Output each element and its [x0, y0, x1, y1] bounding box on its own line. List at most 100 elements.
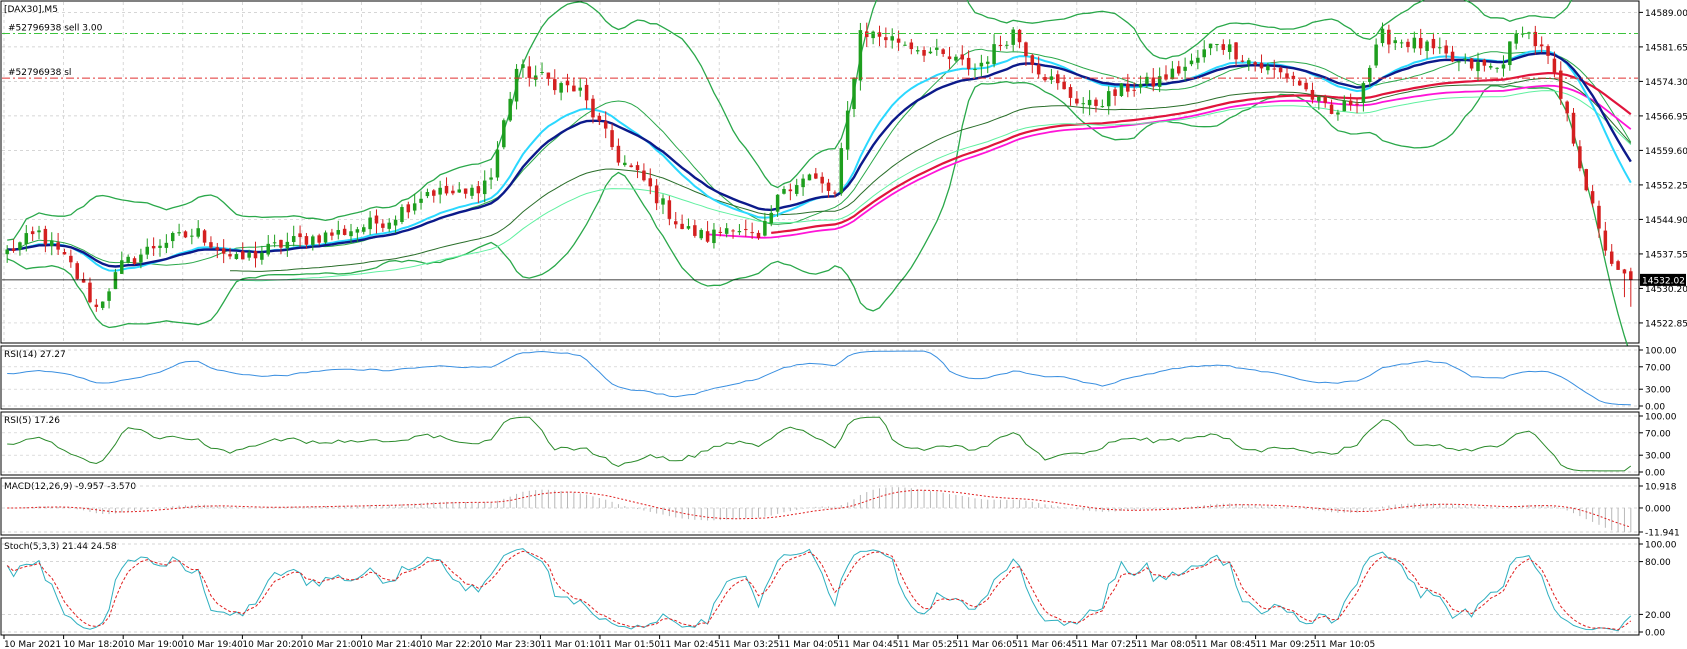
candle-body [393, 219, 398, 226]
candle-body [693, 225, 697, 236]
candle-body [896, 38, 901, 43]
candle-body [648, 178, 653, 187]
bollinger-lower [6, 80, 1632, 357]
candle-body [1469, 58, 1474, 69]
candle-body [909, 42, 914, 50]
candle-body [890, 36, 894, 41]
candle-body [1629, 271, 1633, 280]
candle-body [578, 87, 582, 91]
candle-body [756, 232, 761, 238]
time-tick-label: 10 Mar 20:20 [242, 640, 302, 649]
price-tick-label: 14574.30 [1645, 78, 1687, 88]
candle-body [1488, 66, 1493, 68]
candle-body [1005, 44, 1009, 46]
candle-body [903, 44, 907, 46]
candle-body [1170, 68, 1175, 80]
candle-body [1374, 44, 1378, 66]
candle-body [425, 192, 430, 197]
candle-body [1119, 83, 1124, 97]
candle-body [680, 223, 684, 230]
candle-body [202, 230, 207, 243]
candle-body [928, 51, 933, 54]
candle-body [438, 187, 442, 195]
current-price-marker: 14532.02 [1640, 273, 1686, 286]
candle-body [209, 242, 213, 248]
indicator-tick-label: 0.00 [1645, 629, 1665, 639]
time-tick-label: 10 Mar 21:40 [362, 640, 422, 649]
candle-body [1017, 29, 1022, 43]
candle-body [521, 64, 525, 68]
candle-body [482, 180, 487, 195]
candle-body [1208, 43, 1213, 49]
price-tick-label: 14522.85 [1645, 319, 1687, 329]
candle-body [992, 44, 996, 64]
rsi14-pane: RSI(14) 27.27 100.00 70.00 30.00 0.00 [0, 345, 1677, 413]
candle-body [699, 229, 703, 239]
candle-body [871, 31, 875, 39]
candle-body [1196, 57, 1200, 63]
candle-body [457, 189, 462, 193]
time-tick-label: 11 Mar 01:10 [540, 640, 600, 649]
symbol-label: [DAX30],M5 [4, 5, 58, 15]
candle-body [1355, 103, 1359, 105]
candle-body [782, 188, 786, 194]
candle-body [1514, 33, 1518, 44]
candle-body [724, 228, 729, 234]
candle-body [419, 198, 423, 203]
price-axis[interactable]: 14589.00 14581.65 14574.30 14566.95 14559.60… [1639, 9, 1687, 330]
candle-body [744, 229, 748, 231]
candle-body [877, 32, 882, 37]
time-axis[interactable]: 10 Mar 2021 10 Mar 18:20 10 Mar 19:00 10 Ma… [3, 635, 1375, 649]
candle-body [1100, 106, 1105, 108]
candle-body [1393, 40, 1397, 44]
indicator-tick-label: 0.000 [1645, 504, 1671, 514]
candle-body [1323, 97, 1327, 103]
candle-body [502, 120, 506, 148]
indicator-tick-label: 10.918 [1645, 483, 1677, 493]
time-tick-label: 11 Mar 08:05 [1136, 640, 1196, 649]
candle-body [323, 232, 328, 243]
candle-body [1590, 191, 1595, 204]
candle-body [527, 66, 532, 78]
price-tick-label: 14566.95 [1645, 112, 1687, 122]
macd-pane: MACD(12,26,9) -9.957 -3.570 10.918 0.000 -… [0, 477, 1680, 539]
candle-body [1508, 41, 1512, 66]
candle-body [559, 83, 563, 93]
candle-body [30, 231, 35, 235]
candle-body [737, 230, 742, 233]
candle-body [37, 230, 41, 233]
candle-body [1176, 66, 1181, 74]
candle-body [1571, 112, 1576, 144]
candle-body [1247, 60, 1251, 65]
candle-body [1457, 61, 1461, 63]
candle-body [1380, 28, 1385, 44]
candle-body [24, 233, 29, 245]
candle-body [629, 165, 633, 168]
candle-body [1113, 89, 1117, 96]
time-tick-label: 10 Mar 21:00 [302, 640, 362, 649]
candle-body [1476, 62, 1480, 72]
candle-body [317, 235, 321, 243]
candle-body [591, 98, 595, 118]
candle-body [406, 204, 411, 213]
candle-body [852, 77, 856, 110]
candle-body [1278, 67, 1283, 73]
candle-body [81, 279, 86, 283]
candle-body [1597, 205, 1601, 229]
stochastic-label: Stoch(5,3,3) 21.44 24.58 [4, 542, 117, 552]
candle-body [1406, 41, 1410, 48]
candle-body [966, 57, 971, 70]
candle-body [954, 56, 958, 61]
candle-body [941, 49, 945, 54]
price-tick-label: 14589.00 [1645, 9, 1687, 19]
candle-body [234, 254, 239, 260]
rsi5-pane: RSI(5) 17.26 100.00 70.00 30.00 0.00 [0, 411, 1677, 479]
candle-body [260, 252, 264, 260]
candlesticks[interactable] [5, 22, 1633, 312]
candle-body [451, 190, 455, 194]
candle-body [1049, 76, 1054, 80]
candle-body [1094, 99, 1098, 106]
candle-body [858, 30, 863, 81]
time-tick-label: 11 Mar 04:45 [838, 640, 898, 649]
